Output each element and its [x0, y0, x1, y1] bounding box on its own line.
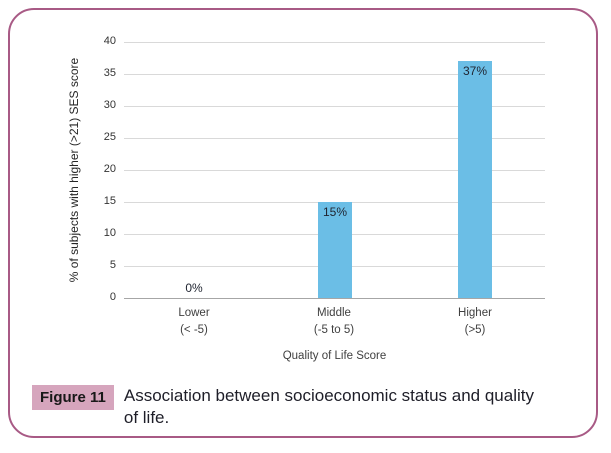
category-name: Lower: [178, 307, 210, 319]
gridline: [124, 170, 545, 171]
figure-caption-text: Association between socioeconomic status…: [123, 386, 534, 428]
gridline: [124, 106, 545, 107]
x-tick-label: Middle (-5 to 5): [264, 305, 404, 338]
figure-caption: Figure 11 Association between socioecono…: [32, 385, 550, 430]
x-axis-title: Quality of Life Score: [282, 350, 387, 362]
y-tick-label: 20: [103, 163, 116, 175]
x-tick-label: Higher (>5): [405, 305, 545, 338]
x-tick-label: Lower (< -5): [124, 305, 264, 338]
gridline: [124, 138, 545, 139]
bar-higher: [458, 61, 492, 298]
y-tick-label: 15: [103, 195, 116, 207]
gridline: [124, 42, 545, 43]
bar-value-label: 0%: [185, 281, 203, 295]
figure-label: Figure 11: [32, 385, 114, 410]
bar-value-label: 37%: [462, 64, 488, 78]
bar-value-label: 15%: [322, 205, 348, 219]
bar-middle: [318, 202, 352, 298]
gridline: [124, 74, 545, 75]
y-axis-title: % of subjects with higher (>21) SES scor…: [67, 57, 81, 283]
y-tick-label: 25: [103, 131, 116, 143]
y-tick-label: 35: [103, 67, 116, 79]
category-range: (-5 to 5): [313, 323, 355, 336]
category-name: Middle: [317, 307, 351, 319]
plot-area: 0 5 10 15 20 25 30 35 40 0% Lower (< -5) 15% Middle (-…: [104, 35, 545, 336]
y-tick-label: 10: [103, 227, 116, 239]
y-tick-label: 30: [103, 99, 116, 111]
category-range: (>5): [464, 323, 486, 336]
y-tick-label: 0: [109, 291, 116, 303]
category-range: (< -5): [180, 323, 208, 336]
category-name: Higher: [458, 307, 492, 319]
y-tick-label: 40: [103, 35, 116, 47]
figure-card: % of subjects with higher (>21) SES scor…: [8, 8, 598, 438]
y-tick-label: 5: [109, 259, 116, 271]
